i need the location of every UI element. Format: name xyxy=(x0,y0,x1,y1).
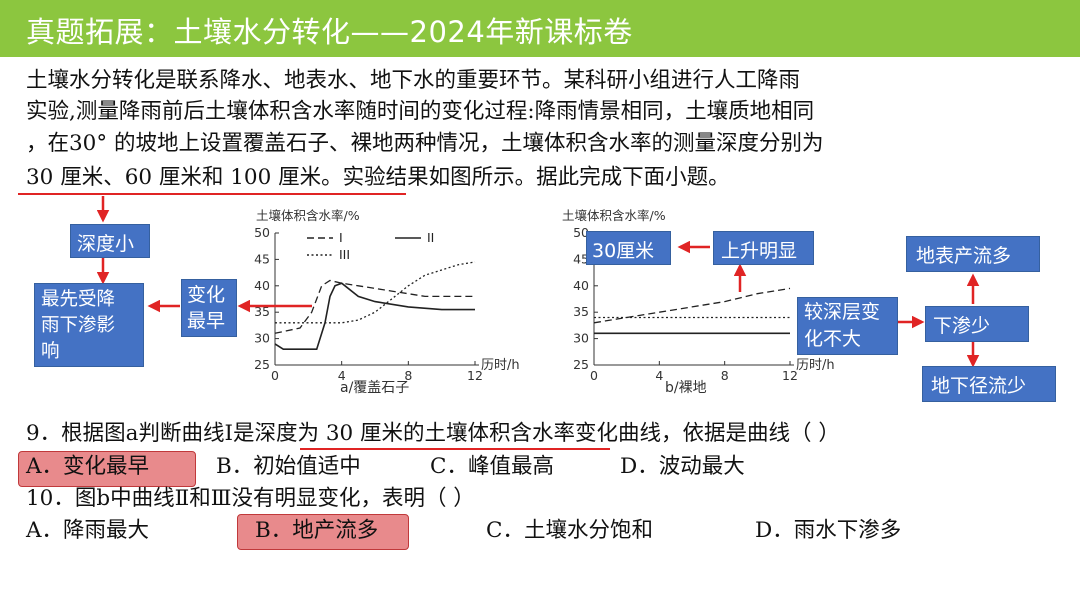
box-first-affected: 最先受降 雨下渗影 响 xyxy=(34,283,144,367)
title-bar: 真题拓展：土壤水分转化——2024年新课标卷 xyxy=(0,0,1080,57)
annotation-arrows xyxy=(96,196,980,368)
paragraph-line-3: ，在30° 的坡地上设置覆盖石子、裸地两种情况，土壤体积含水率的测量深度分别为 xyxy=(26,131,824,156)
q9-option-d[interactable]: D．波动最大 xyxy=(620,454,745,479)
legend-label-II: II xyxy=(427,230,434,245)
question-10-stem: 10．图b中曲线Ⅱ和Ⅲ没有明显变化，表明（ ） xyxy=(26,486,475,511)
q10-option-d[interactable]: D．雨水下渗多 xyxy=(755,518,902,543)
x-tick-label: 12 xyxy=(782,368,798,383)
box-surface-runoff: 地表产流多 xyxy=(906,236,1040,272)
paragraph-line-1: 土壤水分转化是联系降水、地表水、地下水的重要环节。某科研小组进行人工降雨 xyxy=(26,68,801,93)
x-tick-label: 0 xyxy=(590,368,598,383)
question-9-stem: 9．根据图a判断曲线I是深度为 30 厘米的土壤体积含水率变化曲线，依据是曲线（… xyxy=(26,421,840,446)
y-tick-label: 25 xyxy=(573,357,589,372)
y-tick-label: 35 xyxy=(573,304,589,319)
legend-label-III: III xyxy=(339,247,350,262)
chart-b-caption: b/裸地 xyxy=(665,380,707,396)
x-tick-label: 0 xyxy=(271,368,279,383)
q9-option-c[interactable]: C．峰值最高 xyxy=(430,454,554,479)
x-axis-label: 历时/h xyxy=(481,358,520,373)
y-tick-label: 40 xyxy=(573,278,589,293)
q10-option-a[interactable]: A．降雨最大 xyxy=(26,518,150,543)
series-line-I xyxy=(274,279,475,334)
highlight-q10-answer xyxy=(237,514,409,550)
q9-option-a[interactable]: A．变化最早 xyxy=(26,454,150,479)
box-30cm: 30厘米 xyxy=(586,231,671,265)
x-tick-label: 4 xyxy=(655,368,663,383)
question-9-underline xyxy=(300,448,610,450)
y-tick-label: 50 xyxy=(254,225,270,240)
y-tick-label: 40 xyxy=(254,278,270,293)
y-tick-label: 45 xyxy=(573,251,589,266)
chart-a-lines xyxy=(274,261,476,351)
x-tick-label: 4 xyxy=(338,368,346,383)
y-tick-label: 45 xyxy=(254,251,270,266)
chart-a-caption: a/覆盖石子 xyxy=(340,380,409,396)
series-line-II xyxy=(274,282,475,351)
y-tick-label: 50 xyxy=(573,225,589,240)
box-shallow: 深度小 xyxy=(70,224,150,258)
paragraph-line-4: 30 厘米、60 厘米和 100 厘米。实验结果如图所示。据此完成下面小题。 xyxy=(26,165,730,190)
y-tick-label: 25 xyxy=(254,357,270,372)
x-tick-label: 12 xyxy=(467,368,483,383)
y-tick-label: 30 xyxy=(573,331,589,346)
box-subsurface-runoff: 地下径流少 xyxy=(922,366,1056,402)
q10-option-b[interactable]: B．地产流多 xyxy=(255,518,379,543)
y-tick-label: 35 xyxy=(254,304,270,319)
chart-b-lines xyxy=(593,287,791,335)
x-tick-label: 8 xyxy=(404,368,412,383)
box-rise-obvious: 上升明显 xyxy=(713,231,814,265)
x-axis-label: 历时/h xyxy=(796,358,835,373)
highlight-q9-answer xyxy=(18,451,196,487)
box-deep-little-change: 较深层变 化不大 xyxy=(797,297,898,355)
box-less-infiltration: 下渗少 xyxy=(925,306,1029,342)
x-tick-label: 8 xyxy=(721,368,729,383)
page-title: 真题拓展：土壤水分转化——2024年新课标卷 xyxy=(26,15,633,49)
q9-option-b[interactable]: B．初始值适中 xyxy=(216,454,361,479)
paragraph-underline xyxy=(18,193,406,195)
chart-b-ylabel: 土壤体积含水率/% xyxy=(562,208,666,223)
legend-label-I: I xyxy=(339,230,343,245)
q10-option-c[interactable]: C．土壤水分饱和 xyxy=(486,518,653,543)
y-tick-label: 30 xyxy=(254,331,270,346)
box-change-earliest: 变化 最早 xyxy=(181,279,237,337)
series-line-III xyxy=(275,261,476,324)
paragraph-line-2: 实验,测量降雨前后土壤体积含水率随时间的变化过程:降雨情景相同，土壤质地相同 xyxy=(26,99,815,124)
chart-a-ylabel: 土壤体积含水率/% xyxy=(256,208,360,223)
